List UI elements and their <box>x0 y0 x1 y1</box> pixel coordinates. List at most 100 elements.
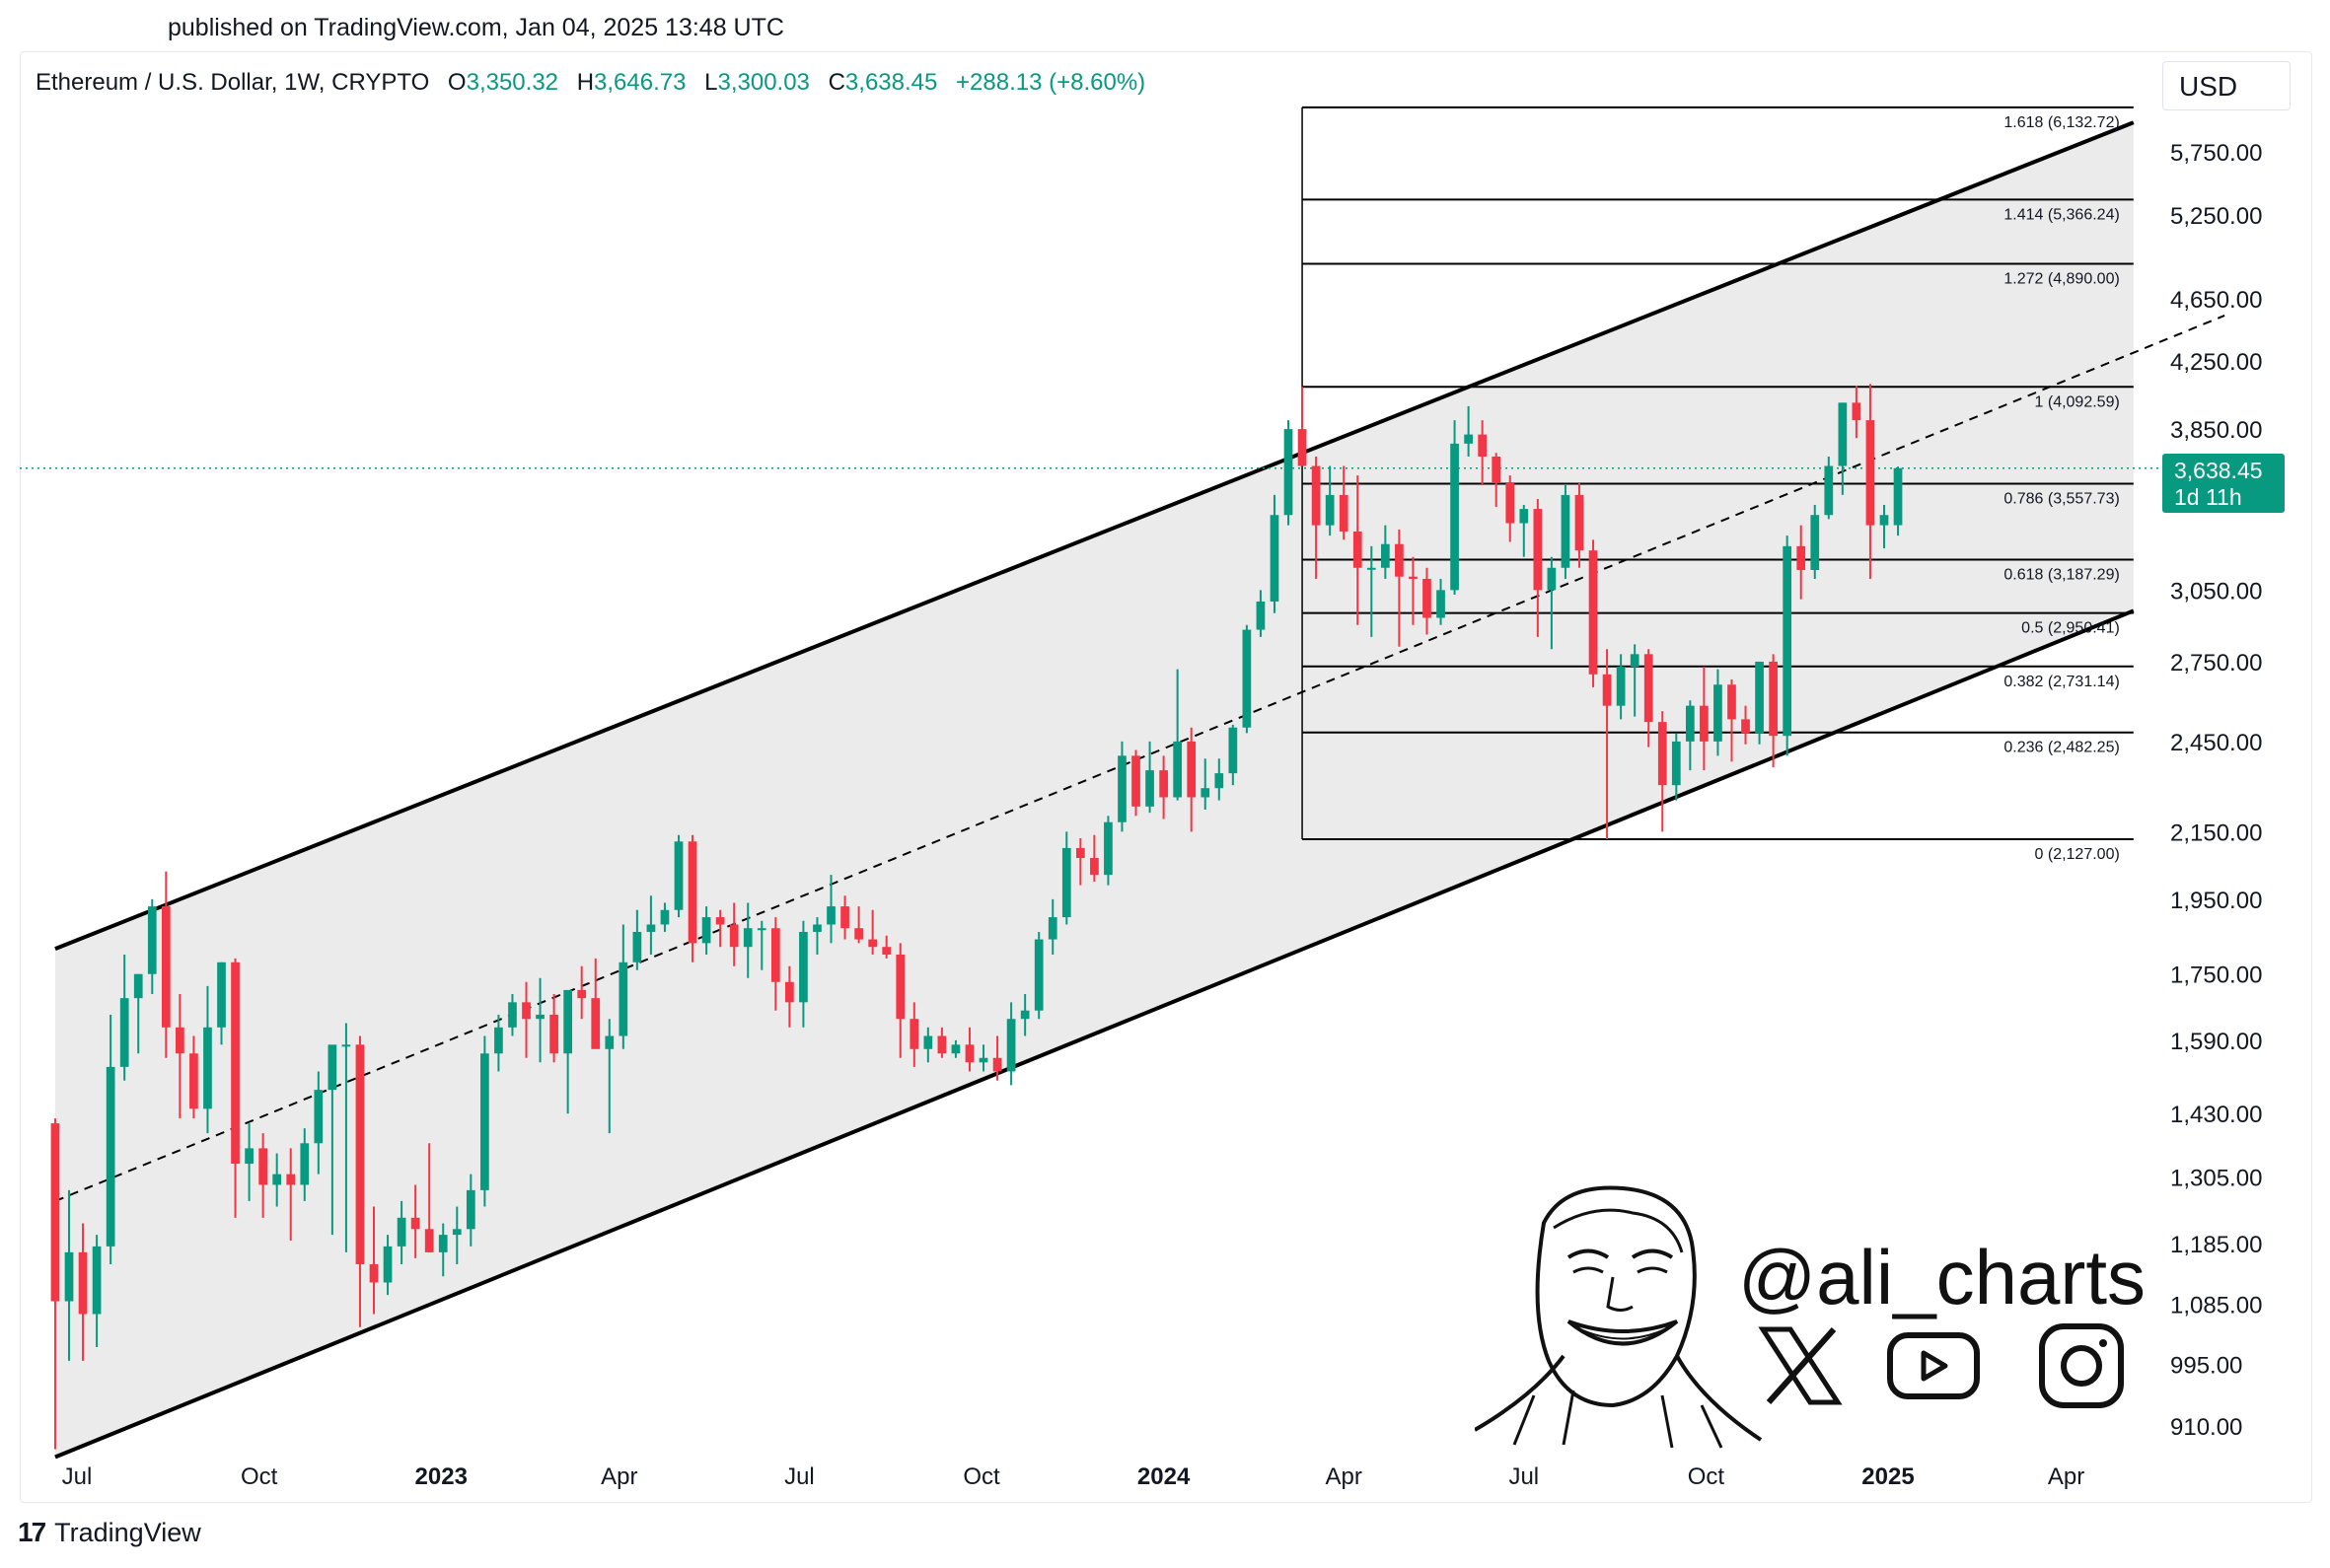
candle-body[interactable] <box>203 1027 212 1109</box>
candle-body[interactable] <box>619 962 628 1036</box>
candle-body[interactable] <box>410 1217 420 1230</box>
candle-body[interactable] <box>674 841 684 910</box>
candle-body[interactable] <box>231 962 240 1165</box>
candle-body[interactable] <box>328 1044 337 1091</box>
candle-body[interactable] <box>1616 667 1626 706</box>
candle-body[interactable] <box>480 1053 489 1190</box>
candle-body[interactable] <box>314 1090 324 1144</box>
candle-body[interactable] <box>1061 847 1071 918</box>
candle-body[interactable] <box>632 931 642 962</box>
candle-body[interactable] <box>1283 429 1293 516</box>
candle-body[interactable] <box>1865 420 1875 526</box>
candle-body[interactable] <box>965 1044 975 1063</box>
candle-body[interactable] <box>1533 509 1543 591</box>
candle-body[interactable] <box>1879 515 1889 526</box>
candle-body[interactable] <box>757 928 766 931</box>
candle-body[interactable] <box>979 1057 988 1063</box>
candle-body[interactable] <box>1561 494 1570 568</box>
candle-body[interactable] <box>1727 684 1736 720</box>
candle-body[interactable] <box>508 1002 517 1028</box>
candle-body[interactable] <box>1783 545 1792 737</box>
candle-body[interactable] <box>161 906 171 1028</box>
candle-body[interactable] <box>245 1148 254 1165</box>
candle-body[interactable] <box>522 1002 531 1020</box>
candle-body[interactable] <box>355 1044 365 1264</box>
candle-body[interactable] <box>1145 770 1154 807</box>
candle-body[interactable] <box>1630 654 1639 668</box>
candle-body[interactable] <box>217 962 226 1028</box>
candle-body[interactable] <box>438 1235 448 1252</box>
candle-body[interactable] <box>1242 629 1252 728</box>
candle-body[interactable] <box>1671 741 1681 786</box>
candle-body[interactable] <box>1048 917 1057 940</box>
candle-body[interactable] <box>1118 755 1127 822</box>
candle-body[interactable] <box>300 1143 310 1185</box>
candle-body[interactable] <box>660 909 670 925</box>
candle-body[interactable] <box>1519 509 1529 524</box>
candle-body[interactable] <box>1311 465 1321 526</box>
candle-body[interactable] <box>951 1044 961 1054</box>
candle-body[interactable] <box>64 1251 74 1302</box>
candle-body[interactable] <box>591 998 601 1049</box>
candle-body[interactable] <box>743 928 753 948</box>
candle-body[interactable] <box>1352 531 1362 568</box>
candle-body[interactable] <box>1409 576 1418 579</box>
candle-body[interactable] <box>1270 515 1279 602</box>
candle-body[interactable] <box>1464 434 1473 444</box>
candle-body[interactable] <box>78 1251 88 1315</box>
candle-body[interactable] <box>910 1019 919 1049</box>
candle-body[interactable] <box>813 924 822 932</box>
candle-body[interactable] <box>1478 434 1488 457</box>
candle-body[interactable] <box>688 841 697 944</box>
candle-body[interactable] <box>605 1035 615 1049</box>
candle-body[interactable] <box>882 947 892 955</box>
candle-body[interactable] <box>1574 494 1584 551</box>
candle-body[interactable] <box>1380 543 1390 568</box>
candle-body[interactable] <box>1796 545 1806 570</box>
candle-body[interactable] <box>1657 722 1667 786</box>
candle-body[interactable] <box>896 954 906 1020</box>
candle-body[interactable] <box>1104 821 1113 876</box>
candle-body[interactable] <box>1325 494 1335 526</box>
candle-body[interactable] <box>1505 483 1515 524</box>
candle-body[interactable] <box>1755 661 1764 734</box>
candle-body[interactable] <box>1020 1010 1030 1020</box>
candle-body[interactable] <box>646 924 656 932</box>
candle-body[interactable] <box>1228 727 1238 774</box>
candle-body[interactable] <box>1492 456 1501 484</box>
candle-body[interactable] <box>827 906 836 925</box>
candle-body[interactable] <box>176 1027 184 1054</box>
candle-body[interactable] <box>1810 515 1820 570</box>
symbol-legend[interactable]: Ethereum / U.S. Dollar, 1W, CRYPTO O3,35… <box>36 69 1145 97</box>
candle-body[interactable] <box>1893 467 1903 526</box>
candle-body[interactable] <box>92 1246 102 1315</box>
candle-body[interactable] <box>1602 674 1612 706</box>
candle-body[interactable] <box>424 1229 434 1252</box>
candle-body[interactable] <box>799 931 808 1003</box>
candle-body[interactable] <box>341 1044 351 1047</box>
candle-body[interactable] <box>1700 705 1709 742</box>
candle-body[interactable] <box>1366 567 1376 570</box>
candle-body[interactable] <box>701 917 711 944</box>
candle-body[interactable] <box>1547 567 1557 591</box>
candle-body[interactable] <box>1090 858 1099 876</box>
candle-body[interactable] <box>1643 654 1653 723</box>
candle-body[interactable] <box>923 1035 933 1049</box>
candle-body[interactable] <box>383 1246 393 1283</box>
candle-body[interactable] <box>1741 719 1750 734</box>
candle-body[interactable] <box>1187 741 1197 798</box>
candle-body[interactable] <box>189 1053 198 1109</box>
currency-selector[interactable]: USD <box>2162 61 2291 110</box>
candle-body[interactable] <box>369 1263 379 1283</box>
candle-body[interactable] <box>258 1148 267 1185</box>
candle-body[interactable] <box>286 1174 296 1185</box>
candle-body[interactable] <box>1214 773 1224 789</box>
candle-body[interactable] <box>1436 590 1445 618</box>
candle-body[interactable] <box>452 1229 462 1236</box>
candle-body[interactable] <box>1075 847 1085 859</box>
candle-body[interactable] <box>50 1123 60 1302</box>
candle-body[interactable] <box>536 1014 545 1020</box>
candle-body[interactable] <box>397 1217 406 1247</box>
candle-body[interactable] <box>1159 770 1168 798</box>
